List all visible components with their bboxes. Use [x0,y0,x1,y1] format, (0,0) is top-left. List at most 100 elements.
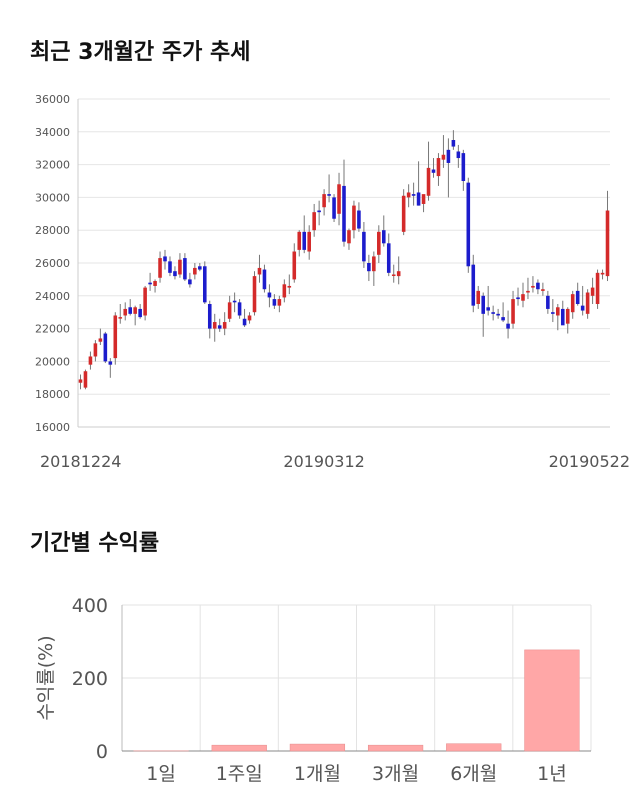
candle-body [93,343,98,357]
candle-body [207,304,212,329]
candle-body [302,231,307,250]
candle-body [377,231,381,255]
candle-body [446,149,451,163]
candle-body [362,231,366,262]
candle-body [391,274,396,276]
candle-body [128,307,132,314]
candle-body [178,259,182,275]
candle-body [98,338,103,342]
candle-body [411,194,416,196]
candle-body [108,361,113,365]
candle-body [426,167,431,196]
returns-y-tick-label: 0 [96,741,108,763]
candle-body [551,312,555,314]
returns-x-tick-label: 1년 [537,763,567,785]
candle-body [113,315,118,359]
candle-body [262,269,267,290]
candle-body [501,317,505,321]
candle-body [257,267,262,275]
candle-body [183,258,187,280]
candle-body [451,140,456,147]
candle-body [496,313,500,316]
price-y-tick-label: 24000 [35,290,70,303]
candle-body [332,197,336,219]
candle-body [252,276,257,313]
returns-bar [367,744,424,752]
price-x-tick-label: 20181224 [40,452,121,471]
candle-body [232,300,237,303]
candle-body [317,210,321,213]
returns-bar [211,744,267,752]
candle-body [456,151,461,159]
price-chart-title: 최근 3개월간 주가 추세 [30,40,251,65]
returns-y-axis-label: 수익률(%) [35,635,57,720]
candle-body [560,308,565,326]
candle-body [123,308,128,316]
candle-body [357,210,361,229]
candle-body [506,323,510,329]
candle-body [521,294,525,301]
candle-body [342,185,346,242]
candle-body [133,307,137,314]
price-x-tick-label: 20190312 [283,452,364,471]
candle-body [605,210,610,277]
candle-body [595,272,600,304]
candle-body [386,243,391,273]
candle-body [585,292,590,314]
candle-body [565,308,570,324]
candle-body [416,192,421,206]
candle-body [118,317,123,319]
candle-body [282,284,287,298]
candle-body [516,297,520,300]
candle-body [307,231,311,252]
price-y-tick-label: 16000 [35,421,70,434]
candle-body [217,325,222,329]
candle-body [431,169,436,173]
candle-body [436,158,441,177]
returns-y-tick-label: 200 [72,668,108,690]
returns-x-tick-label: 1일 [146,763,176,785]
candle-body [272,299,277,306]
candle-body [322,194,326,208]
price-y-tick-label: 20000 [35,355,70,368]
candle-body [536,282,540,290]
candle-body [575,290,580,304]
price-y-tick-label: 18000 [35,388,70,401]
candle-body [556,307,560,316]
candle-body [292,251,297,280]
candle-body [352,205,356,231]
returns-bar [446,743,502,752]
price-y-tick-label: 34000 [35,126,70,139]
candle-body [421,194,426,204]
candle-body [466,182,471,267]
candle-body [153,281,157,286]
returns-x-tick-label: 1주일 [216,763,263,785]
returns-bar [289,743,346,752]
candle-body [401,195,406,232]
candle-body [287,285,292,288]
candle-body [103,333,108,362]
candle-body [227,302,232,319]
candle-body [600,272,605,275]
candle-body [481,295,486,314]
candle-body [267,292,272,298]
price-y-tick-label: 22000 [35,323,70,336]
candle-body [212,322,217,329]
returns-x-tick-label: 3개월 [372,763,419,785]
candle-body [486,307,490,311]
candle-body [163,256,167,262]
price-y-tick-label: 30000 [35,191,70,204]
candle-body [546,295,550,309]
candle-body [277,299,282,306]
candle-body [78,379,83,383]
candle-body [381,230,386,244]
candle-body [222,322,227,329]
candle-body [237,302,242,316]
returns-x-tick-label: 6개월 [450,763,497,785]
candle-body [541,289,545,291]
price-y-tick-label: 36000 [35,93,70,106]
candle-body [461,153,466,181]
candle-body [188,279,192,285]
candle-body [347,230,351,244]
price-x-tick-label: 20190522 [549,452,630,471]
